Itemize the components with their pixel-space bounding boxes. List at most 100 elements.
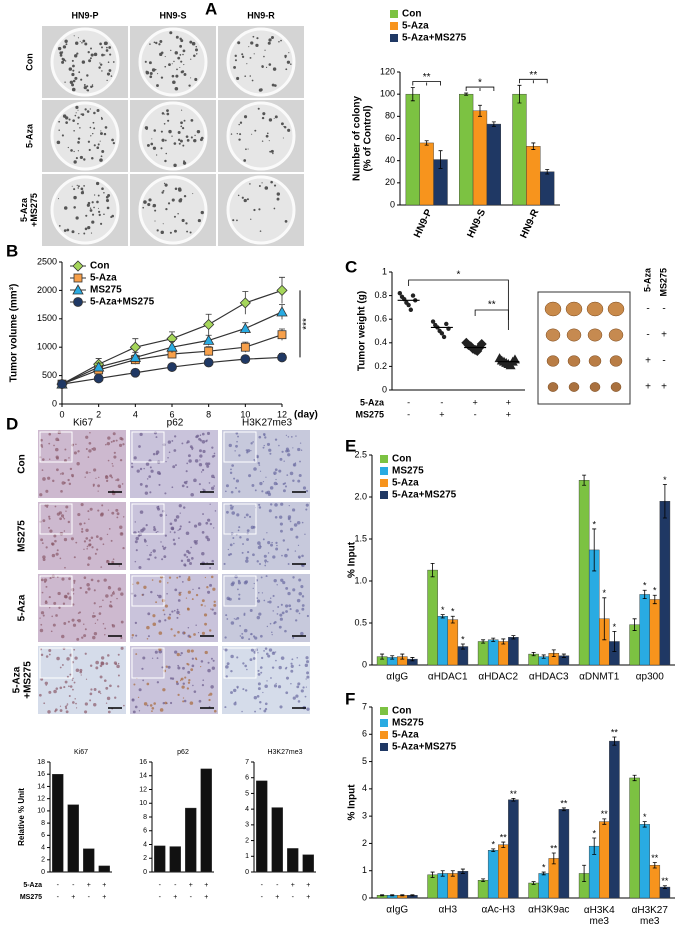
bar [437, 873, 448, 899]
cell [80, 503, 84, 507]
cell [41, 446, 44, 448]
y-tick-label: 100 [380, 89, 395, 99]
cell [305, 489, 309, 493]
colony [268, 140, 270, 142]
cell [282, 581, 286, 585]
cell [55, 447, 59, 452]
cell [212, 527, 215, 529]
cell [274, 468, 278, 472]
cell [167, 616, 171, 620]
legend-label: Con [392, 706, 411, 717]
cell [164, 604, 168, 608]
cell [262, 446, 265, 449]
colony [71, 185, 73, 187]
cell [137, 696, 140, 698]
cell [193, 690, 197, 693]
cell [264, 436, 267, 439]
cell [187, 681, 191, 684]
cell [253, 696, 258, 700]
colony [186, 230, 189, 233]
cell [111, 463, 113, 465]
colony [278, 40, 280, 43]
cell [283, 460, 285, 462]
cell [198, 699, 202, 703]
cell [306, 707, 310, 711]
cell [252, 657, 256, 660]
y-tick-label: 2.0 [354, 491, 367, 501]
colony [171, 135, 173, 137]
cell [186, 607, 190, 610]
cell [225, 665, 229, 669]
cell [271, 666, 275, 669]
cell [41, 542, 44, 545]
legend-swatch [380, 479, 388, 487]
error-bar [602, 597, 607, 641]
legend-swatch [380, 707, 388, 715]
legend-swatch [380, 731, 388, 739]
cell [70, 473, 74, 477]
cell [202, 449, 206, 454]
cell [65, 505, 69, 509]
cell [133, 456, 137, 460]
cell [252, 635, 256, 638]
cell [120, 620, 124, 624]
cell [48, 432, 52, 436]
cell [263, 434, 266, 437]
colony [174, 229, 177, 233]
cell [292, 588, 296, 592]
bar [649, 599, 661, 666]
cell [52, 623, 56, 627]
cell [167, 457, 169, 459]
x-tick-label: 0 [59, 409, 64, 419]
cell [134, 560, 137, 563]
colony [164, 113, 166, 115]
colony [270, 149, 274, 153]
cell [206, 586, 209, 589]
cell [284, 667, 287, 670]
error-bar [390, 894, 395, 897]
bar [472, 110, 488, 206]
cell [212, 659, 215, 662]
cell [120, 592, 124, 596]
cell [117, 662, 120, 665]
cell [304, 533, 306, 536]
cell [296, 520, 301, 525]
cell [131, 462, 133, 465]
cell [54, 505, 57, 508]
cell [282, 489, 286, 493]
cell [213, 709, 217, 713]
significance-star: * [592, 519, 596, 529]
cell [204, 576, 207, 579]
condition-sign: - [292, 894, 295, 901]
cell [271, 651, 276, 655]
cell [291, 658, 294, 661]
colony [182, 161, 187, 165]
point [129, 351, 142, 362]
cell [257, 687, 261, 691]
cell [271, 541, 273, 544]
error-bar [582, 864, 587, 883]
cell [258, 591, 260, 594]
cell [106, 441, 111, 446]
colony [106, 206, 110, 210]
cell [151, 706, 155, 710]
plate-row-label: 5-Aza+MS275 [19, 193, 39, 227]
colony [268, 63, 272, 66]
cell [173, 531, 176, 534]
cell [117, 685, 120, 688]
cell [284, 629, 287, 633]
error-bar [460, 643, 465, 650]
colony [267, 41, 271, 45]
panel-letter: A [205, 0, 217, 18]
cell [95, 535, 99, 538]
colony [103, 132, 107, 136]
cell [243, 516, 246, 519]
colony [101, 70, 103, 72]
colony [142, 206, 145, 209]
cell [113, 455, 117, 459]
colony [253, 208, 256, 212]
point [166, 341, 178, 352]
cell [106, 559, 109, 562]
cell [196, 434, 200, 438]
error-bar [430, 871, 435, 878]
